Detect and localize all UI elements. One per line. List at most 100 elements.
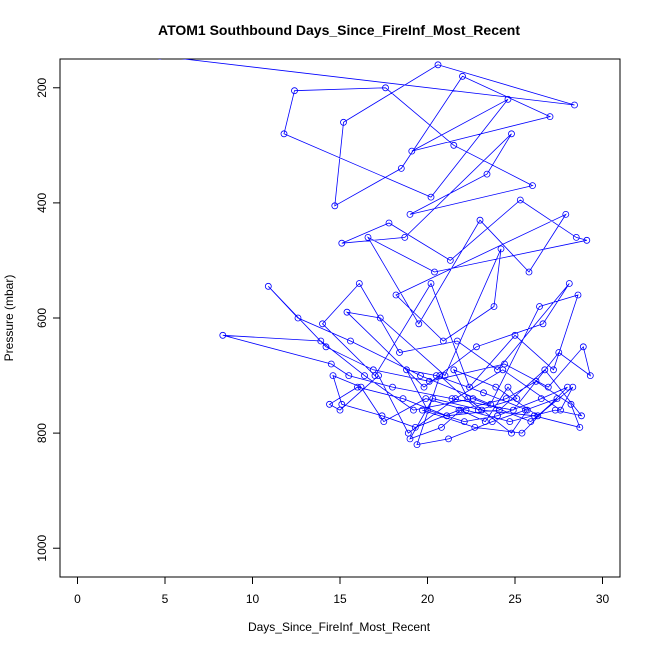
data-point [415,320,423,328]
data-point [327,360,335,368]
data-point [562,210,570,218]
data-point [406,435,414,443]
data-point [476,216,484,224]
x-tick-label: 5 [162,592,169,606]
data-point [424,406,431,414]
data-point [541,366,549,374]
data-point [504,95,512,103]
data-point [572,233,580,241]
plot-frame [59,58,621,578]
data-point [343,308,351,316]
data-point [518,429,526,437]
data-point [403,366,410,374]
data-point [509,406,517,414]
data-point [478,406,486,414]
data-point [322,343,330,351]
data-point [369,366,377,374]
data-point [382,84,389,92]
data-point [448,395,456,403]
data-point [264,282,272,290]
data-point [574,291,582,299]
data-point [569,383,577,391]
data-point [431,268,438,276]
data-point [508,130,515,138]
data-point [546,113,554,120]
data-point [408,147,416,155]
data-point [439,337,447,345]
data-point [375,372,382,380]
data-point [326,400,333,408]
data-point [338,400,346,408]
chart-title: ATOM1 Southbound Days_Since_FireInf_Most… [158,22,520,38]
data-point [452,395,459,403]
data-point [586,372,594,380]
data-point [460,418,468,426]
data-point [413,441,421,449]
data-point [427,193,435,201]
data-point [576,423,584,431]
x-tick-label: 30 [596,592,610,606]
data-point [513,395,521,403]
data-point [331,202,339,210]
data-point [571,101,578,109]
data-point [338,239,346,247]
data-point [378,412,386,420]
data-point [347,337,354,345]
data-point [450,141,458,149]
data-point [436,372,444,380]
x-axis-label: Days_Since_FireInf_Most_Recent [248,620,431,634]
y-axis: 200 400 600 800 1000 [35,77,61,562]
data-point [459,72,466,80]
data-point [488,418,496,426]
data-point [525,268,533,276]
data-point [532,377,540,385]
data-point [536,303,543,310]
data-point [551,406,559,414]
data-point [499,366,507,374]
data-point [457,406,465,414]
data-point [530,412,538,420]
data-point [480,389,487,397]
data-point [550,366,557,374]
data-point [450,366,458,374]
data-point [445,435,452,443]
data-point [294,314,302,322]
series-line [180,59,591,446]
data-point [534,412,542,420]
data-point [490,303,498,310]
data-point [420,383,428,391]
data-point [511,331,519,339]
data-point [392,291,400,299]
data-point [455,406,463,414]
data-point [555,349,563,356]
data-point [578,412,585,420]
data-point [539,320,547,328]
data-point [411,423,419,431]
data-point [466,383,473,391]
data-point [516,196,524,204]
data-point [462,406,470,414]
data-point [564,383,571,391]
data-point [319,320,326,328]
data-point [291,87,298,95]
data-point [422,395,430,403]
data-point [427,280,435,287]
x-tick-label: 15 [333,592,347,606]
data-point [473,343,480,351]
data-point [329,372,337,380]
data-point [508,429,515,437]
data-point [317,337,325,345]
data-point [446,256,454,264]
data-point [494,366,501,374]
y-tick-label: 200 [35,77,49,97]
data-point [579,343,587,351]
x-tick-label: 0 [74,592,81,606]
y-tick-label: 800 [35,423,49,443]
data-point [481,418,489,426]
x-tick-label: 10 [246,592,260,606]
data-point [565,280,573,287]
data-point [567,400,575,408]
y-tick-label: 400 [35,193,49,213]
data-point [492,383,500,391]
data-point [399,395,407,403]
